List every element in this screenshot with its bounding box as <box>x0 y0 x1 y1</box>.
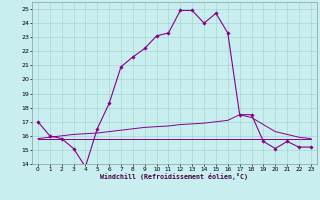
X-axis label: Windchill (Refroidissement éolien,°C): Windchill (Refroidissement éolien,°C) <box>100 173 248 180</box>
